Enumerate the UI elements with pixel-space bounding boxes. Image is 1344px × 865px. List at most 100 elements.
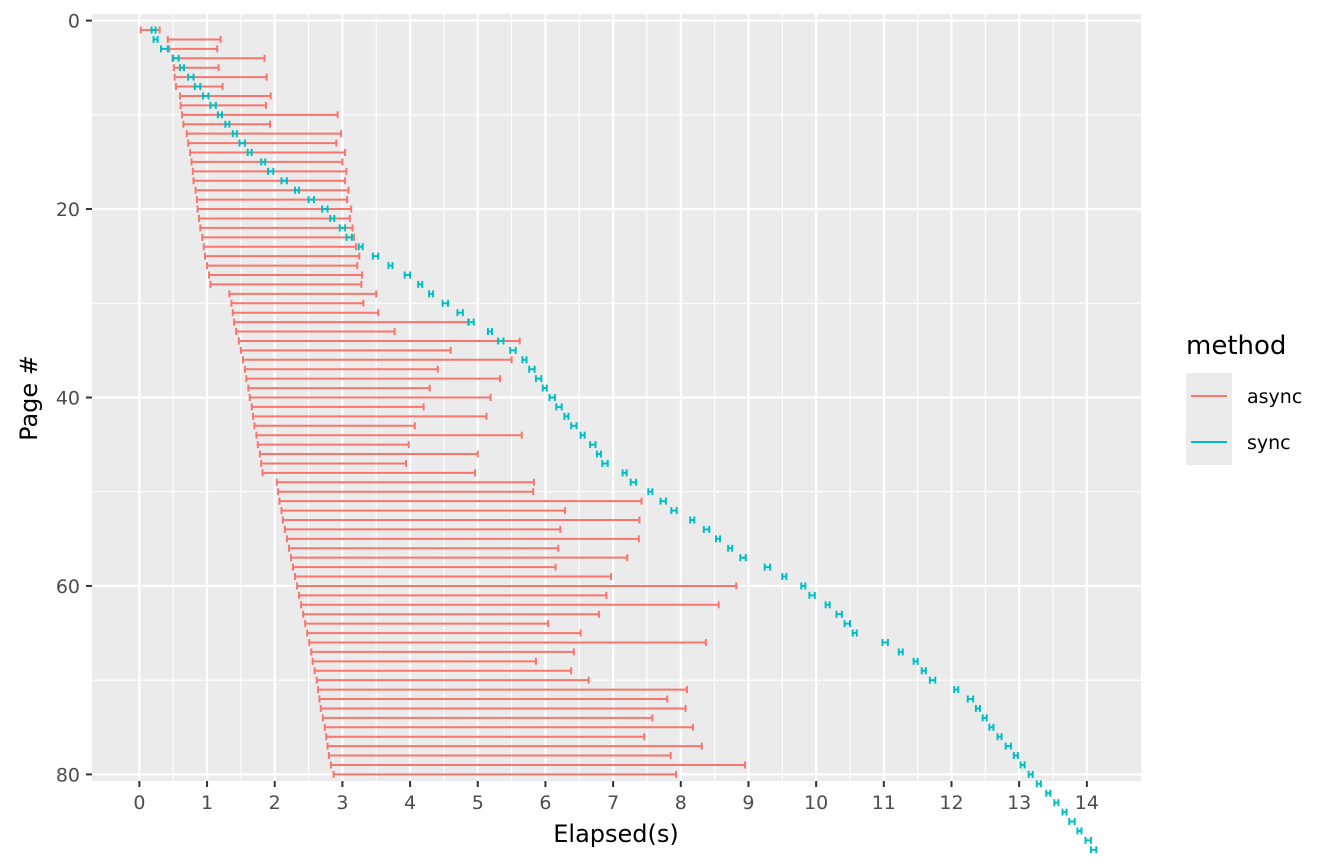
async-range-bar bbox=[292, 563, 557, 571]
async-range-bar bbox=[258, 450, 479, 458]
async-range-bar bbox=[300, 601, 720, 609]
sync-range-bar bbox=[160, 45, 169, 53]
sync-range-bar bbox=[601, 459, 609, 467]
sync-range-bar bbox=[260, 158, 267, 166]
x-tick-label: 1 bbox=[201, 792, 213, 814]
sync-range-bar bbox=[974, 704, 981, 712]
data-marks bbox=[139, 26, 1098, 854]
y-tick-label: 20 bbox=[56, 199, 80, 221]
x-axis-title: Elapsed(s) bbox=[553, 820, 679, 848]
sync-range-bar bbox=[953, 686, 960, 694]
async-range-bar bbox=[285, 535, 640, 543]
sync-range-bar bbox=[224, 120, 231, 128]
sync-range-bar bbox=[534, 375, 543, 383]
sync-range-bar bbox=[996, 733, 1003, 741]
async-range-bar bbox=[327, 752, 672, 760]
async-range-bar bbox=[332, 770, 678, 778]
sync-range-bar bbox=[209, 101, 217, 109]
sync-range-bar bbox=[966, 695, 975, 703]
async-range-bar bbox=[302, 610, 600, 618]
sync-range-bar bbox=[727, 544, 734, 552]
async-range-bar bbox=[261, 469, 477, 477]
sync-range-bar bbox=[497, 337, 505, 345]
async-range-bar bbox=[204, 252, 361, 260]
sync-range-bar bbox=[1019, 761, 1026, 769]
async-range-bar bbox=[277, 488, 535, 496]
async-range-bar bbox=[237, 337, 521, 345]
async-range-bar bbox=[243, 365, 439, 373]
sync-range-bar bbox=[824, 601, 831, 609]
legend-title: method bbox=[1186, 331, 1286, 361]
sync-range-bar bbox=[178, 64, 186, 72]
x-tick-label: 10 bbox=[804, 792, 828, 814]
sync-range-bar bbox=[1061, 808, 1068, 816]
sync-range-bar bbox=[1012, 752, 1019, 760]
async-range-bar bbox=[248, 394, 492, 401]
sync-range-bar bbox=[548, 394, 556, 401]
async-range-bar bbox=[189, 149, 347, 157]
sync-range-bar bbox=[266, 167, 275, 175]
sync-range-bar bbox=[172, 54, 180, 62]
sync-range-bar bbox=[739, 554, 747, 562]
async-range-bar bbox=[280, 507, 567, 515]
sync-range-bar bbox=[621, 469, 628, 477]
sync-range-bar bbox=[881, 638, 889, 646]
async-range-bar bbox=[255, 431, 523, 439]
x-tick-label: 6 bbox=[539, 792, 551, 814]
sync-range-bar bbox=[689, 516, 696, 524]
sync-range-bar bbox=[570, 422, 578, 430]
async-range-bar bbox=[245, 375, 502, 383]
sync-range-bar bbox=[1053, 799, 1060, 807]
sync-range-bar bbox=[1068, 818, 1076, 826]
sync-range-bar bbox=[403, 271, 412, 279]
sync-range-bar bbox=[981, 714, 988, 722]
x-tick-label: 13 bbox=[1007, 792, 1031, 814]
sync-range-bar bbox=[851, 629, 858, 637]
async-range-bar bbox=[197, 214, 351, 222]
async-range-bar bbox=[206, 262, 359, 270]
y-tick-label: 0 bbox=[68, 11, 80, 33]
sync-range-bar bbox=[216, 111, 223, 119]
sync-range-bar bbox=[357, 243, 364, 251]
sync-range-bar bbox=[647, 488, 654, 496]
sync-range-bar bbox=[1076, 827, 1083, 835]
sync-range-bar bbox=[563, 412, 570, 420]
x-tick-label: 3 bbox=[336, 792, 348, 814]
sync-range-bar bbox=[456, 309, 464, 317]
async-range-bar bbox=[298, 591, 608, 599]
x-tick-label: 5 bbox=[472, 792, 484, 814]
sync-range-bar bbox=[307, 196, 315, 204]
sync-range-bar bbox=[763, 563, 772, 571]
sync-range-bar bbox=[201, 92, 210, 100]
sync-range-bar bbox=[338, 224, 347, 232]
async-range-bar bbox=[318, 695, 669, 703]
sync-range-bar bbox=[670, 507, 678, 515]
sync-range-bar bbox=[702, 525, 711, 533]
async-range-bar bbox=[194, 186, 350, 194]
async-range-bar bbox=[231, 309, 380, 317]
y-tick-label: 60 bbox=[56, 576, 80, 598]
async-range-bar bbox=[325, 733, 646, 741]
sync-range-bar bbox=[800, 582, 807, 590]
sync-range-bar bbox=[231, 130, 238, 138]
sync-range-bar bbox=[294, 186, 301, 194]
async-range-bar bbox=[187, 139, 338, 147]
x-tick-label: 11 bbox=[872, 792, 896, 814]
sync-range-bar bbox=[486, 328, 493, 336]
async-range-bar bbox=[185, 130, 343, 138]
async-range-bar bbox=[304, 620, 550, 628]
sync-range-bar bbox=[808, 591, 816, 599]
async-range-bar bbox=[287, 544, 560, 552]
async-range-bar bbox=[278, 497, 643, 505]
async-range-bar bbox=[289, 554, 629, 562]
sync-range-bar bbox=[541, 384, 548, 392]
async-range-bar bbox=[319, 704, 687, 712]
async-range-bar bbox=[195, 196, 349, 204]
series-async bbox=[139, 26, 747, 778]
x-tick-label: 8 bbox=[675, 792, 687, 814]
sync-range-bar bbox=[579, 431, 586, 439]
sync-range-bar bbox=[193, 83, 202, 91]
sync-range-bar bbox=[1045, 789, 1052, 797]
